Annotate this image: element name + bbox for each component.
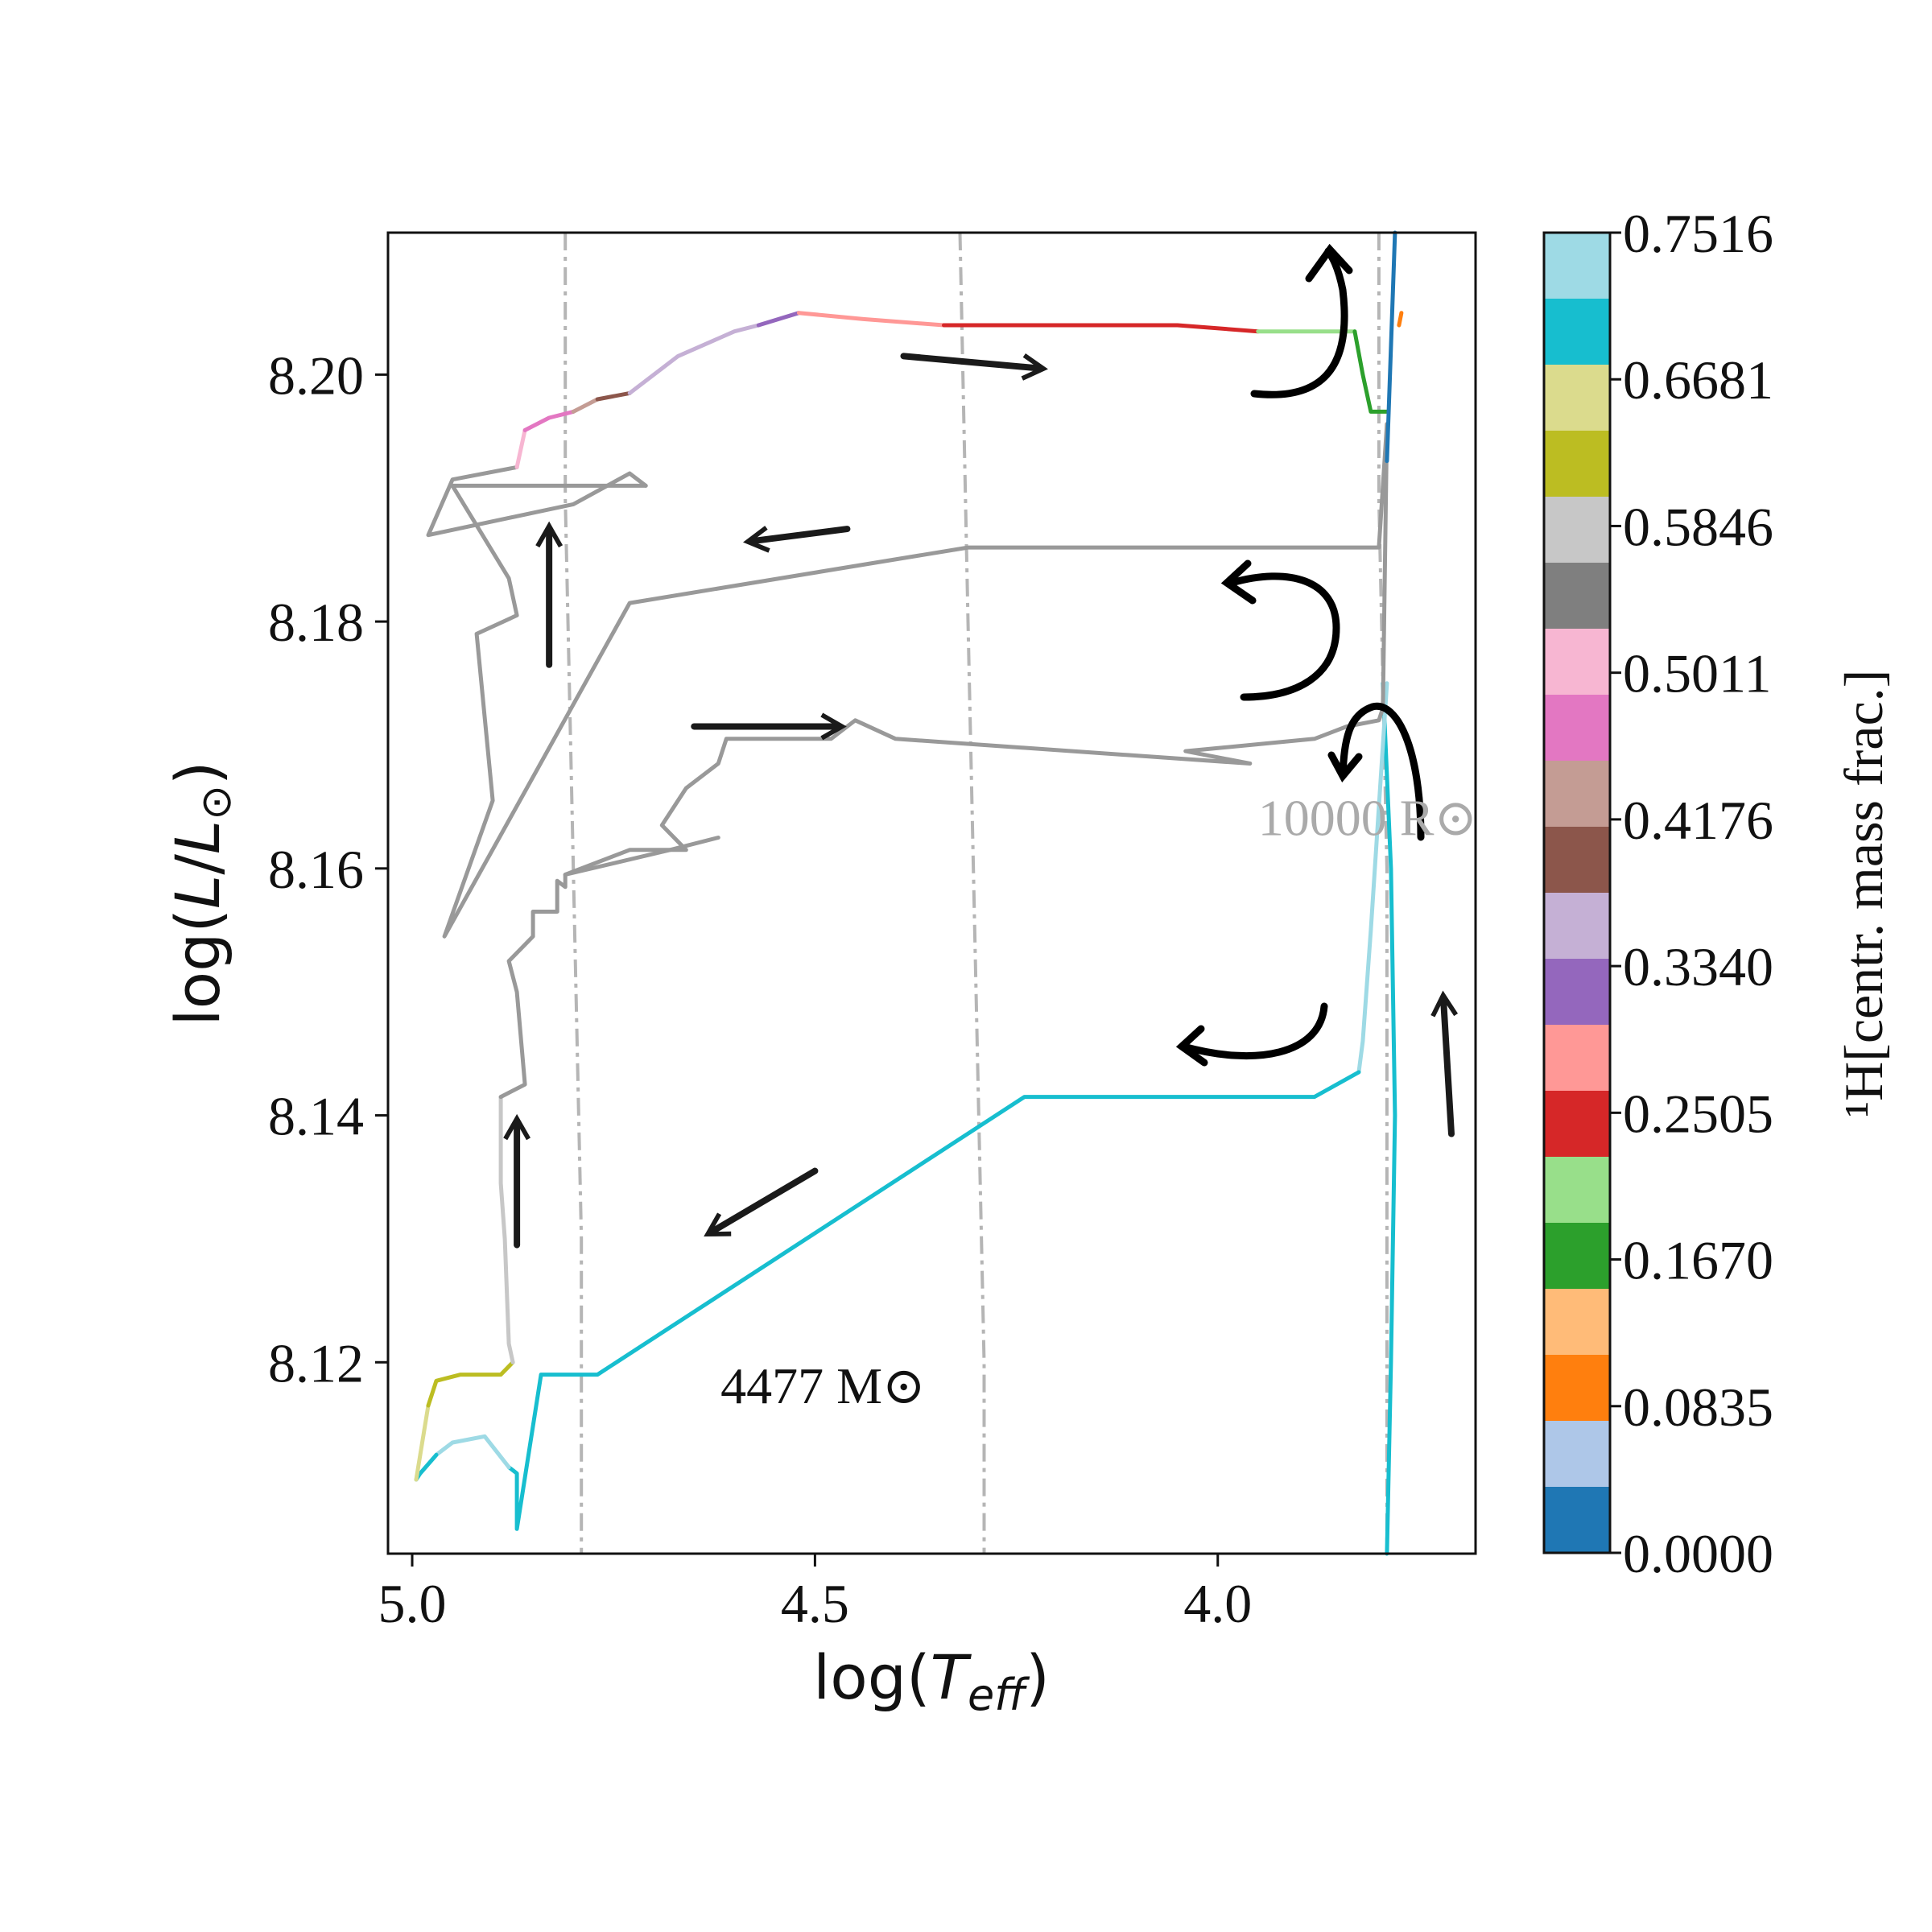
x-axis-label: log(Teff) <box>813 1641 1050 1720</box>
colorbar-band-13 <box>1544 1091 1610 1158</box>
colorbar-tick-label-9: 0.0000 <box>1623 1523 1773 1584</box>
y-tick-label-1: 8.14 <box>268 1086 364 1147</box>
track-segment-2 <box>506 1070 1361 1531</box>
colorbar-frame <box>1542 231 1612 1554</box>
colorbar-band-18 <box>1544 1421 1610 1488</box>
colorbar-tick-label-3: 0.5011 <box>1623 643 1771 704</box>
colorbar-band-5 <box>1544 563 1610 630</box>
colorbar-band-10 <box>1544 893 1610 960</box>
colorbar-tick-label-7: 0.1670 <box>1623 1230 1773 1291</box>
radius-lines <box>564 232 1389 1554</box>
curved-arrows <box>1175 243 1425 1067</box>
x-tick-label-2: 4.0 <box>1183 1573 1252 1634</box>
colorbar-band-11 <box>1544 959 1610 1026</box>
track-segment-12 <box>514 427 527 469</box>
track-segment-0 <box>1381 681 1397 1556</box>
radius-annotation: 10000 R⊙ <box>1258 789 1477 846</box>
track-segment-9 <box>563 422 1389 877</box>
evolution-tracks <box>414 230 1404 1556</box>
curved-arrow-top-right <box>1250 247 1348 398</box>
y-tick-label-3: 8.18 <box>268 592 364 653</box>
x-tick-label-0: 5.0 <box>378 1573 447 1634</box>
track-segment-18 <box>796 311 946 328</box>
track-segment-5 <box>414 1403 431 1482</box>
colorbar-band-8 <box>1544 761 1610 828</box>
track-segment-16 <box>627 323 761 395</box>
curved-arrow-top-right-head <box>1305 243 1353 283</box>
colorbar-band-6 <box>1544 629 1610 696</box>
track-segment-6 <box>426 1360 515 1408</box>
colorbar <box>1544 233 1610 1554</box>
track-segment-21 <box>1352 329 1389 414</box>
colorbar-band-0 <box>1544 233 1610 299</box>
colorbar-band-19 <box>1544 1487 1610 1554</box>
curved-arrow-middle-head <box>1220 559 1257 605</box>
track-segment-15 <box>595 390 632 402</box>
y-tick-label-4: 8.20 <box>268 345 364 406</box>
mass-annotation: 4477 M⊙ <box>720 1357 926 1414</box>
plot-background <box>388 233 1476 1554</box>
colorbar-band-9 <box>1544 827 1610 894</box>
direction-arrow-0 <box>900 353 1048 381</box>
colorbar-band-14 <box>1544 1157 1610 1224</box>
track-segment-13 <box>522 409 576 432</box>
colorbar-band-3 <box>1544 431 1610 497</box>
curved-arrow-right <box>1339 702 1425 841</box>
direction-arrows <box>503 353 1459 1249</box>
track-segment-11 <box>426 464 648 538</box>
colorbar-band-16 <box>1544 1289 1610 1356</box>
colorbar-band-1 <box>1544 299 1610 365</box>
direction-arrow-1 <box>743 526 851 553</box>
plot-frame <box>386 231 1477 1555</box>
colorbar-tick-label-5: 0.3340 <box>1623 936 1773 997</box>
x-axis-ticks: 5.0 4.5 4.0 <box>378 1554 1252 1634</box>
track-segment-22 <box>1385 230 1397 464</box>
colorbar-label: ¹H[centr. mass frac.] <box>1833 670 1894 1118</box>
track-segment-23 <box>1397 311 1404 328</box>
track-segment-3 <box>434 1434 511 1470</box>
track-segment-14 <box>571 397 600 414</box>
colorbar-tick-label-1: 0.6681 <box>1623 349 1773 411</box>
track-segment-7 <box>498 1095 515 1364</box>
colorbar-band-2 <box>1544 365 1610 431</box>
radius-line-0 <box>564 233 584 1554</box>
x-tick-label-1: 4.5 <box>781 1573 849 1634</box>
colorbar-band-7 <box>1544 695 1610 762</box>
radius-line-1 <box>958 232 986 1554</box>
y-axis-ticks: 8.12 8.14 8.16 8.18 8.20 <box>268 345 388 1393</box>
y-tick-label-0: 8.12 <box>268 1332 364 1393</box>
colorbar-tick-label-4: 0.4176 <box>1623 790 1773 851</box>
track-segment-8 <box>498 836 720 1100</box>
radius-line-2 <box>1377 233 1389 1554</box>
colorbar-band-17 <box>1544 1355 1610 1422</box>
curved-arrow-lower <box>1179 1002 1328 1060</box>
colorbar-band-15 <box>1544 1223 1610 1290</box>
direction-arrow-6 <box>1430 990 1459 1137</box>
direction-arrow-5 <box>704 1167 819 1237</box>
colorbar-ticks: 0.7516 0.6681 0.5846 0.5011 0.4176 0.3340 0.25… <box>1610 203 1773 1584</box>
track-segment-10 <box>442 422 1389 939</box>
curved-arrow-lower-head <box>1175 1025 1208 1067</box>
colorbar-band-4 <box>1544 497 1610 564</box>
colorbar-tick-label-6: 0.2505 <box>1623 1083 1773 1144</box>
curved-arrow-middle <box>1228 572 1340 701</box>
colorbar-tick-label-0: 0.7516 <box>1623 203 1773 264</box>
track-segment-1 <box>1356 681 1389 1075</box>
y-axis-label: log(L/L⊙) <box>162 761 241 1026</box>
track-segment-19 <box>942 323 1261 334</box>
track-segment-17 <box>756 311 801 328</box>
y-tick-label-2: 8.16 <box>268 839 364 900</box>
curved-arrow-right-head <box>1327 751 1363 782</box>
colorbar-tick-label-2: 0.5846 <box>1623 496 1773 557</box>
colorbar-tick-label-8: 0.0835 <box>1623 1377 1773 1438</box>
colorbar-band-12 <box>1544 1025 1610 1092</box>
